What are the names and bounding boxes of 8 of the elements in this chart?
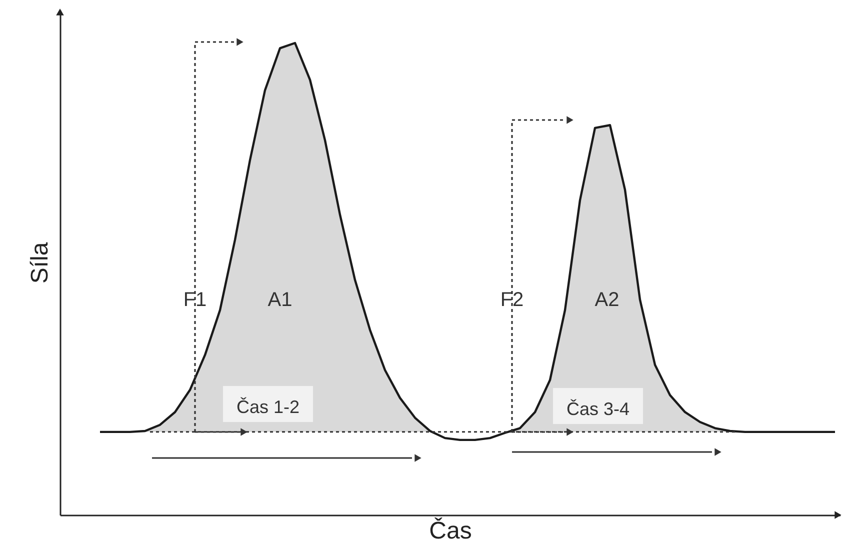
annotation: F2 (500, 289, 524, 311)
x-axis-title: Čas (429, 518, 472, 544)
annotation: A1 (268, 289, 292, 311)
y-axis-title: Síla (26, 242, 54, 284)
annotation: Čas 1-2 (236, 397, 300, 417)
annotation: F1 (183, 289, 207, 311)
annotation: Čas 3-4 (566, 399, 630, 419)
annotation: A2 (594, 289, 620, 311)
